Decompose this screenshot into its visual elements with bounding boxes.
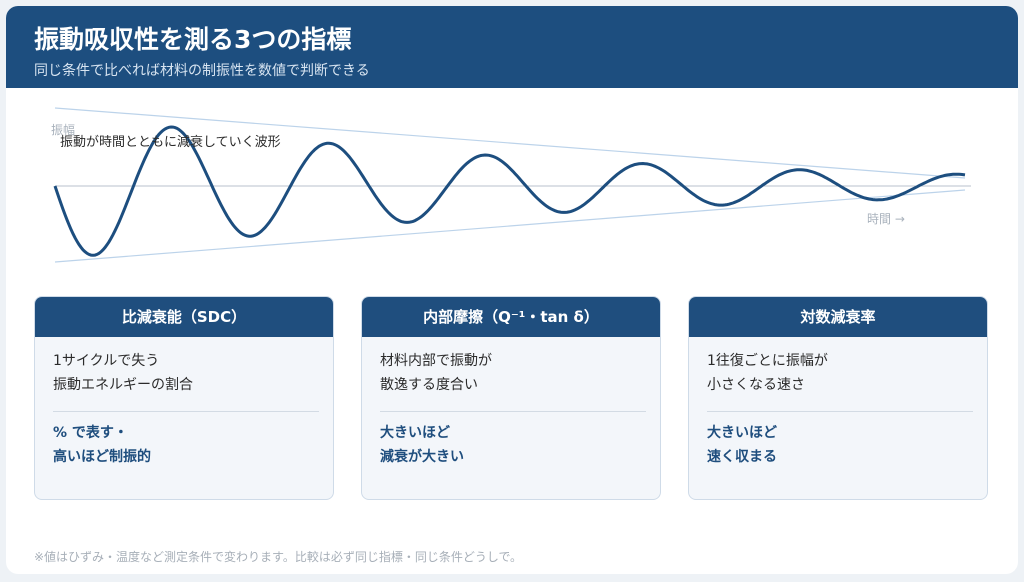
card: 対数減衰率 1往復ごとに振幅が 小さくなる速さ 大きいほど 速く収まる (688, 296, 988, 500)
subtitle: 同じ条件で比べれば材料の制振性を数値で判断できる (34, 63, 370, 79)
card-emphasis: % で表す・高いほど制振的 (53, 421, 151, 469)
footnote: ※値はひずみ・温度など測定条件で変わります。比較は必ず同じ指標・同じ条件どうしで… (34, 550, 523, 564)
divider (53, 411, 319, 412)
description-line: 1サイクルで失う (53, 353, 160, 369)
description-line: 振動エネルギーの割合 (53, 377, 193, 393)
card-description: 1サイクルで失う振動エネルギーの割合 (53, 349, 193, 397)
x-axis-label: 時間 → (867, 212, 905, 226)
caption: 振動が時間とともに減衰していく波形 (60, 134, 281, 150)
header: 振動吸収性を測る3つの指標 同じ条件で比べれば材料の制振性を数値で判断できる (6, 6, 1018, 88)
card-title: 比減衰能（SDC） (35, 297, 333, 337)
card-description: 材料内部で振動が 散逸する度合い (380, 349, 492, 397)
wave-diagram: 振幅 振動が時間とともに減衰していく波形 時間 → (51, 107, 971, 263)
emphasis-line: 減衰が大きい (380, 449, 464, 465)
emphasis-line: 高いほど制振的 (53, 449, 151, 465)
card: 比減衰能（SDC） 1サイクルで失う振動エネルギーの割合 % で表す・高いほど制振的 (34, 296, 334, 500)
y-axis-label: 振幅 (51, 122, 75, 137)
description-line: 材料内部で振動が (380, 353, 492, 369)
envelope (54, 107, 966, 179)
wave (53, 125, 966, 257)
card-title: 内部摩擦（Q⁻¹・tan δ） (362, 297, 660, 337)
description-line: 1往復ごとに振幅が (707, 353, 828, 369)
divider (380, 411, 646, 412)
card: 内部摩擦（Q⁻¹・tan δ） 材料内部で振動が 散逸する度合い 大きいほど 減衰が大き… (361, 296, 661, 500)
envelope (54, 189, 966, 263)
frame: 振動吸収性を測る3つの指標 同じ条件で比べれば材料の制振性を数値で判断できる 振… (6, 6, 1018, 574)
divider (707, 411, 973, 412)
title: 振動吸収性を測る3つの指標 (34, 25, 352, 54)
card-description: 1往復ごとに振幅が 小さくなる速さ (707, 349, 828, 397)
description-line: 散逸する度合い (380, 377, 478, 393)
emphasis-line: 大きいほど (380, 425, 450, 441)
description-line: 小さくなる速さ (707, 377, 805, 393)
card-title: 対数減衰率 (689, 297, 987, 337)
emphasis-line: 大きいほど (707, 425, 777, 441)
card-emphasis: 大きいほど減衰が大きい (380, 421, 464, 469)
card-emphasis: 大きいほど速く収まる (707, 421, 777, 469)
emphasis-line: 速く収まる (707, 449, 777, 465)
emphasis-line: % で表す・ (53, 425, 128, 441)
